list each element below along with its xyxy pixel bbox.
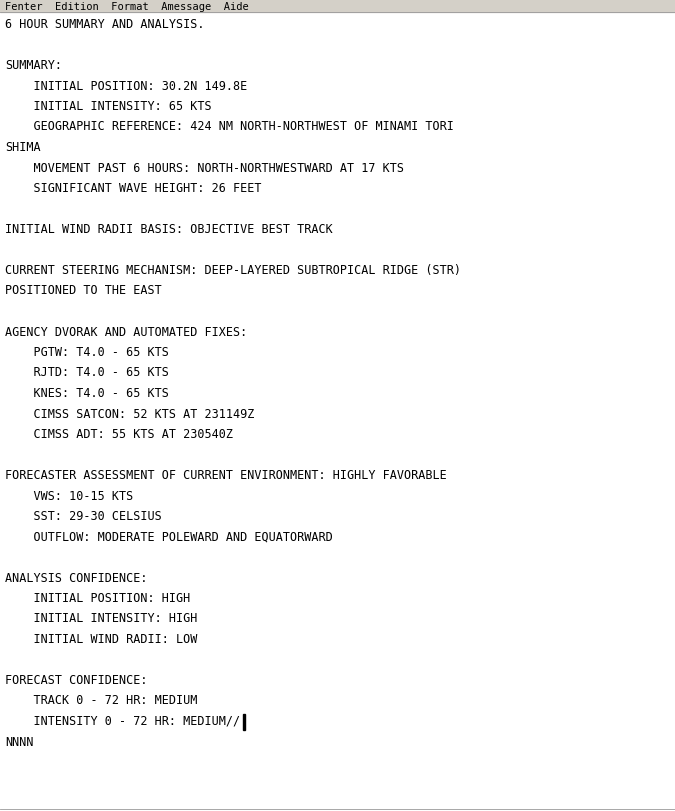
- Bar: [0, 0, 675, 13]
- Text: RJTD: T4.0 - 65 KTS: RJTD: T4.0 - 65 KTS: [5, 366, 169, 379]
- Text: NNNN: NNNN: [5, 735, 34, 748]
- Text: SST: 29-30 CELSIUS: SST: 29-30 CELSIUS: [5, 509, 162, 522]
- Text: GEOGRAPHIC REFERENCE: 424 NM NORTH-NORTHWEST OF MINAMI TORI: GEOGRAPHIC REFERENCE: 424 NM NORTH-NORTH…: [5, 120, 454, 133]
- Text: KNES: T4.0 - 65 KTS: KNES: T4.0 - 65 KTS: [5, 387, 169, 400]
- Text: SIGNIFICANT WAVE HEIGHT: 26 FEET: SIGNIFICANT WAVE HEIGHT: 26 FEET: [5, 182, 261, 195]
- Text: INITIAL WIND RADII: LOW: INITIAL WIND RADII: LOW: [5, 633, 197, 646]
- Text: INITIAL INTENSITY: 65 KTS: INITIAL INTENSITY: 65 KTS: [5, 100, 212, 113]
- Text: TRACK 0 - 72 HR: MEDIUM: TRACK 0 - 72 HR: MEDIUM: [5, 693, 197, 706]
- Text: PGTW: T4.0 - 65 KTS: PGTW: T4.0 - 65 KTS: [5, 345, 169, 358]
- Text: 6 HOUR SUMMARY AND ANALYSIS.: 6 HOUR SUMMARY AND ANALYSIS.: [5, 18, 205, 31]
- Text: AGENCY DVORAK AND AUTOMATED FIXES:: AGENCY DVORAK AND AUTOMATED FIXES:: [5, 325, 247, 338]
- Text: INITIAL POSITION: HIGH: INITIAL POSITION: HIGH: [5, 591, 190, 604]
- Text: SUMMARY:: SUMMARY:: [5, 59, 62, 72]
- Text: INTENSITY 0 - 72 HR: MEDIUM//: INTENSITY 0 - 72 HR: MEDIUM//: [5, 714, 240, 727]
- Text: MOVEMENT PAST 6 HOURS: NORTH-NORTHWESTWARD AT 17 KTS: MOVEMENT PAST 6 HOURS: NORTH-NORTHWESTWA…: [5, 161, 404, 174]
- Text: OUTFLOW: MODERATE POLEWARD AND EQUATORWARD: OUTFLOW: MODERATE POLEWARD AND EQUATORWA…: [5, 530, 333, 543]
- Text: FORECASTER ASSESSMENT OF CURRENT ENVIRONMENT: HIGHLY FAVORABLE: FORECASTER ASSESSMENT OF CURRENT ENVIRON…: [5, 469, 447, 482]
- Text: ANALYSIS CONFIDENCE:: ANALYSIS CONFIDENCE:: [5, 571, 148, 584]
- Text: INITIAL INTENSITY: HIGH: INITIAL INTENSITY: HIGH: [5, 611, 197, 624]
- Text: CIMSS ADT: 55 KTS AT 230540Z: CIMSS ADT: 55 KTS AT 230540Z: [5, 427, 233, 440]
- Bar: [242, 714, 245, 730]
- Text: SHIMA: SHIMA: [5, 141, 40, 154]
- Text: VWS: 10-15 KTS: VWS: 10-15 KTS: [5, 489, 133, 502]
- Text: FORECAST CONFIDENCE:: FORECAST CONFIDENCE:: [5, 673, 148, 686]
- Text: INITIAL WIND RADII BASIS: OBJECTIVE BEST TRACK: INITIAL WIND RADII BASIS: OBJECTIVE BEST…: [5, 223, 333, 236]
- Text: POSITIONED TO THE EAST: POSITIONED TO THE EAST: [5, 284, 162, 297]
- Text: INITIAL POSITION: 30.2N 149.8E: INITIAL POSITION: 30.2N 149.8E: [5, 79, 247, 92]
- Text: CURRENT STEERING MECHANISM: DEEP-LAYERED SUBTROPICAL RIDGE (STR): CURRENT STEERING MECHANISM: DEEP-LAYERED…: [5, 264, 461, 277]
- Text: CIMSS SATCON: 52 KTS AT 231149Z: CIMSS SATCON: 52 KTS AT 231149Z: [5, 407, 254, 420]
- Text: Fenter  Edition  Format  Amessage  Aide: Fenter Edition Format Amessage Aide: [5, 2, 249, 11]
